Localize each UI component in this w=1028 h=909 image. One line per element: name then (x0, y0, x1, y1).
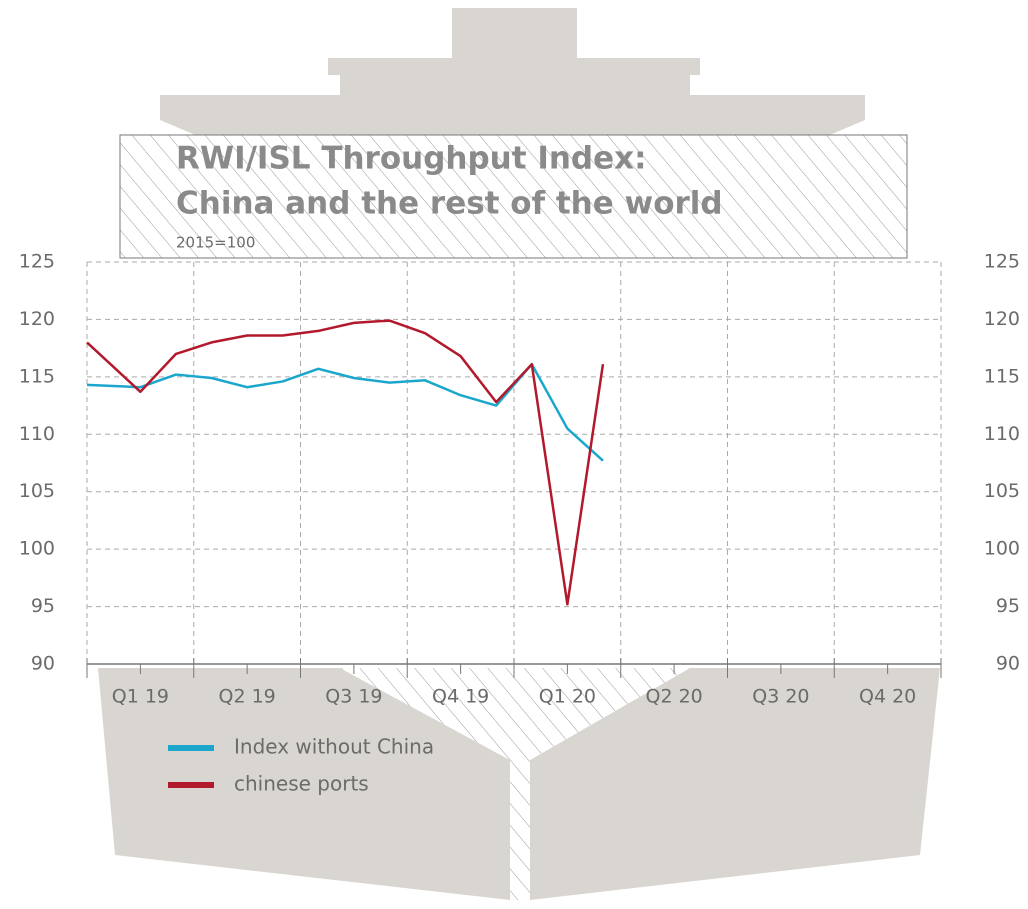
y2-tick-label: 105 (984, 480, 1020, 502)
y2-tick-label: 125 (984, 251, 1020, 273)
hull-hatch (340, 668, 690, 900)
x-tick-label: Q1 20 (539, 686, 596, 708)
title-box (119, 134, 908, 259)
subtitle: 2015=100 (176, 234, 255, 252)
x-tick-label: Q4 19 (432, 686, 489, 708)
x-tick-label: Q2 20 (645, 686, 702, 708)
series-line (86, 362, 604, 462)
legend-label: Index without China (234, 735, 434, 759)
y-tick-label: 90 (31, 653, 55, 675)
chart-title: China and the rest of the world (176, 186, 723, 222)
chart-title: RWI/ISL Throughput Index: (176, 141, 647, 177)
x-tick-label: Q3 19 (325, 686, 382, 708)
y-tick-label: 105 (19, 480, 55, 502)
y-tick-label: 115 (19, 365, 55, 387)
y2-tick-label: 120 (984, 308, 1020, 330)
y2-tick-label: 110 (984, 423, 1020, 445)
ship-background (98, 8, 940, 900)
y2-tick-label: 115 (984, 365, 1020, 387)
x-tick-label: Q3 20 (752, 686, 809, 708)
series-line (86, 319, 605, 606)
x-tick-label: Q4 20 (859, 686, 916, 708)
y-tick-label: 120 (19, 308, 55, 330)
y-tick-label: 125 (19, 251, 55, 273)
y-tick-label: 100 (19, 538, 55, 560)
y2-tick-label: 90 (996, 653, 1020, 675)
x-tick-label: Q2 19 (218, 686, 275, 708)
y2-tick-label: 100 (984, 538, 1020, 560)
y-tick-label: 95 (31, 595, 55, 617)
x-tick-label: Q1 19 (112, 686, 169, 708)
y2-tick-label: 95 (996, 595, 1020, 617)
y-tick-label: 110 (19, 423, 55, 445)
legend-label: chinese ports (234, 772, 369, 796)
